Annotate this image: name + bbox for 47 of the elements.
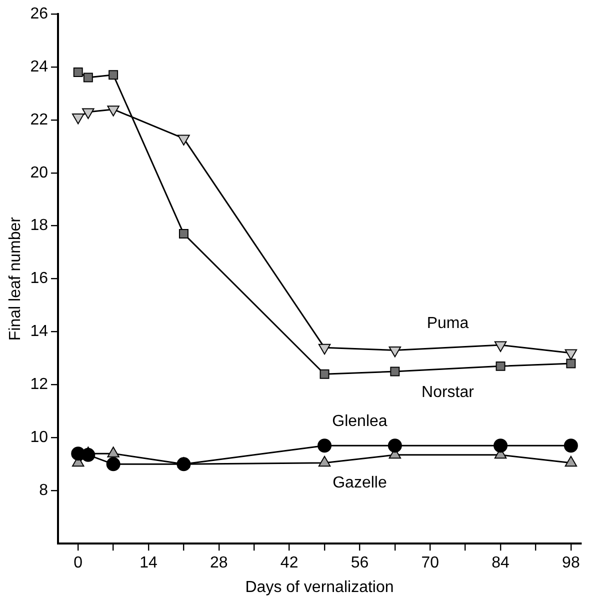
x-tick-label: 0 (74, 554, 83, 572)
point (318, 456, 331, 467)
series-label: Glenlea (332, 413, 388, 430)
series-label: Norstar (422, 384, 475, 402)
y-tick-label: 14 (30, 323, 48, 340)
point (564, 456, 578, 467)
y-tick-label: 16 (30, 270, 48, 288)
point (388, 438, 402, 453)
y-axis-title: Final leaf number (7, 216, 24, 341)
point (318, 438, 332, 453)
series-label: Gazelle (332, 474, 387, 492)
y-tick-label: 8 (39, 482, 48, 500)
point (178, 229, 188, 239)
y-tick-label: 22 (30, 111, 48, 128)
y-tick-label: 10 (30, 429, 48, 446)
point (564, 438, 578, 453)
point (320, 369, 330, 379)
x-tick-label: 56 (350, 554, 369, 572)
x-tick-label: 70 (421, 554, 440, 572)
y-tick-label: 18 (30, 217, 48, 234)
point (82, 108, 94, 119)
x-tick-label: 98 (562, 554, 580, 572)
point (107, 446, 120, 458)
point (564, 349, 578, 360)
x-tick-label: 28 (210, 554, 228, 572)
point (494, 438, 508, 453)
point (496, 361, 506, 371)
x-tick-label: 42 (280, 554, 298, 572)
x-axis-title: Days of vernalization (245, 578, 394, 596)
point (494, 341, 507, 352)
point (72, 114, 84, 124)
y-tick-label: 20 (30, 164, 48, 182)
x-tick-label: 14 (140, 554, 158, 572)
point (318, 344, 331, 355)
point (107, 106, 120, 116)
point (178, 134, 190, 146)
series-label: Puma (426, 315, 469, 332)
y-tick-label: 24 (30, 58, 48, 76)
point (81, 448, 96, 462)
point (566, 358, 576, 368)
point (106, 457, 120, 472)
y-tick-label: 26 (30, 5, 48, 22)
point (388, 346, 402, 358)
x-tick-label: 84 (492, 554, 510, 572)
point (176, 457, 191, 472)
point (390, 366, 400, 376)
y-tick-label: 12 (30, 376, 48, 394)
